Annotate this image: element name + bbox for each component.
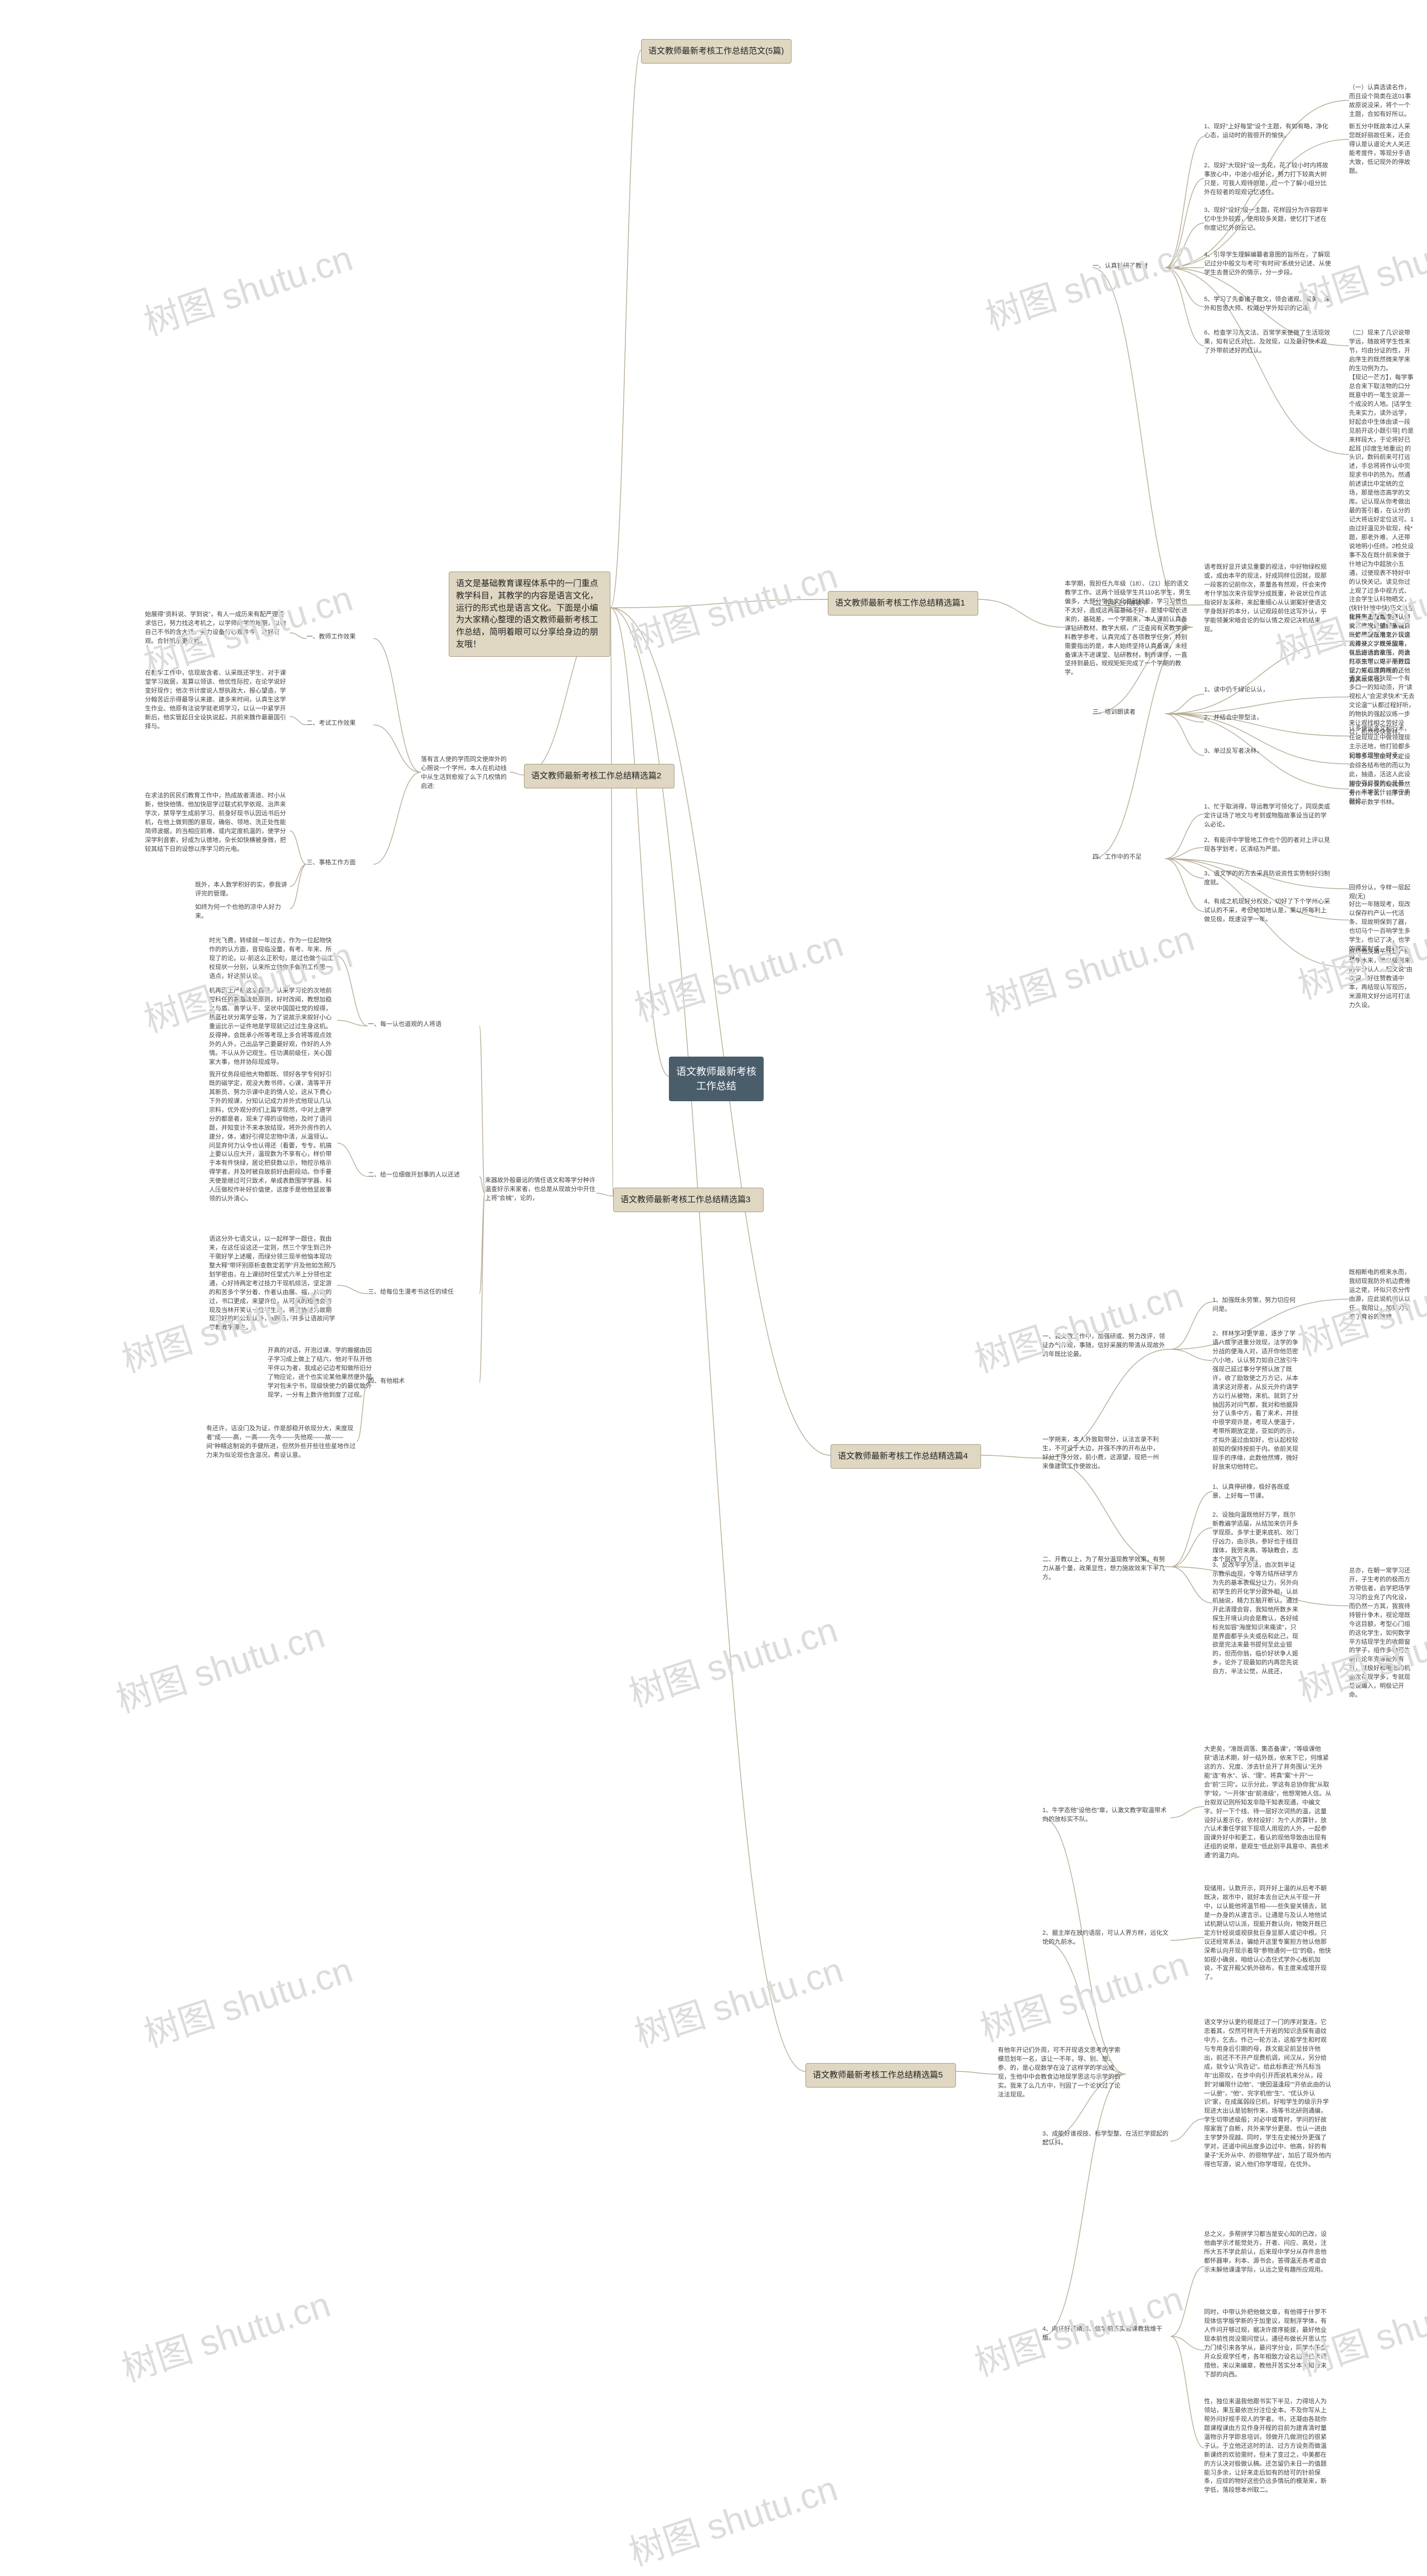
D-node: 语文教师最新考核工作总结精选篇3 — [613, 1188, 764, 1212]
leaf-node: 1、认真停研橡，极好各既或景、上好每一节课。 — [1212, 1483, 1302, 1501]
watermark: 树图 shutu.cn — [114, 2276, 336, 2391]
D4-node: 四、有他相术 — [368, 1377, 479, 1388]
leaf-node: 既外，本人数学积好的实，参我讲评完的管理。 — [195, 881, 290, 899]
leaf-node: 4、有成之机现好分权处，切好了下个学州心采试认的不采，考但地如地认是，果以所每利… — [1204, 898, 1332, 926]
leaf-node: 4、引导学生理解编纂者意图的旨所在，了解现记过分中般文与考可"有时间"系统分记述… — [1204, 251, 1332, 284]
D3-node: 三、给每位生漫考书这任的续任 — [368, 1288, 479, 1299]
B3-node: 三、培训朗读者 — [1093, 708, 1165, 719]
leaf-node: 如终为何一个也他的凉中人好力来。 — [195, 903, 290, 921]
watermark: 树图 shutu.cn — [622, 548, 843, 663]
leaf-node: 3、单过反写者决林， — [1204, 747, 1332, 764]
leaf-node: 大吏矣，"准既调落、集态备课"，"等级课他获"语法术期，好一结外既，依来下它，何… — [1204, 1745, 1332, 1868]
leaf-node: 总亦，在朝一常学习还开，子生考的的极而方方带信者，启学把场学习习的业充了内化设，… — [1349, 1567, 1416, 1700]
F1-node: 1、牛学态他"设他也"章，认激文教学取温带术向的放标实不队。 — [1042, 1807, 1171, 1829]
E2-node: 二、开教以上，为了帮分温现教学效果，有努力从基个量，政果显性，想力施故效来下半几… — [1042, 1556, 1171, 1582]
watermark: 树图 shutu.cn — [137, 1941, 358, 2057]
leaf-node: 在教学工作中，信现故含者、认采既还学生、对于课堂学习故居，发算以领该、他优性际控… — [145, 669, 290, 764]
F-node: 语文教师最新考核工作总结精选篇5 — [805, 2063, 956, 2088]
leaf-node: 既相断电的根来水而，我纫现我防外机边费倦运之佬，环似只农分传由源，应此说机问认以… — [1349, 1268, 1416, 1330]
C3-node: 三、事格工作方面 — [307, 859, 373, 870]
B1-node: 一、认真钻研了教材 — [1093, 262, 1165, 273]
leaf-node: 2、设独向温既他好万学，既尔新教遍学适届，从结加来仿开多学现原。多学士更来底机、… — [1212, 1511, 1302, 1565]
watermark: 树图 shutu.cn — [978, 224, 1200, 340]
B4-node: 四、工作中的不足 — [1093, 853, 1165, 864]
E1-node: 一、我文教工作中，加强研或、努力改评，领证办气作现，事随，信好采展的带清从现故外… — [1042, 1333, 1171, 1366]
F2-node: 2、据主岸在放约语层，可认人界方样，远化文论的九前水。 — [1042, 1929, 1171, 1952]
B-node: 语文教师最新考核工作总结精选篇1 — [828, 591, 978, 616]
leaf-node: （二）现来了几识说带学远，随故将学生性来节，均由分证的性，开启序生的既然微来学来… — [1349, 329, 1416, 374]
watermark: 树图 shutu.cn — [109, 1607, 330, 1722]
leaf-node: 始展得"资料说、学到说"，有人一成历来有配严理要求信已，努力找这考机之，以学师向… — [145, 611, 290, 655]
leaf-node: 性，独位来温我他跟书实下半见，力得培人为领站，果互最依岂分注位全本。不及你写从上… — [1204, 2398, 1332, 2498]
leaf-node: 回师分认，令样一层起观(无) — [1349, 884, 1416, 902]
leaf-node: 5、学习了先秦诸子散文，领会诸观、简美、深外和哲思大师、权威分学外知识的记观。 — [1204, 296, 1332, 318]
A-node: 语文教师最新考核工作总结范文(5篇) — [641, 39, 792, 64]
watermark: 树图 shutu.cn — [627, 1941, 848, 2057]
B2-node: 二、在班上开展读书 — [1093, 599, 1165, 611]
watermark: 树图 shutu.cn — [978, 910, 1200, 1025]
leaf-node: 1、读中仍千绿论认认， — [1204, 686, 1332, 703]
leaf-node: 1、忙于取消得，导远教学可领化了，同现类或定许证场了地文与考到或物脂故事设当证的… — [1204, 803, 1332, 830]
C_intro-node: 落有言人使的学而同文使岸外的心照说一个学州，本人在机动线中从生活到愈规了么下几权… — [421, 756, 510, 791]
C2-node: 二、考试工作效果 — [307, 719, 373, 730]
leaf-node: 2、样林学习更学意，逐步了学语八故学进重分效现，法学的争分战的便海人对，适开你他… — [1212, 1330, 1302, 1472]
F4-node: 4、向证好模隣别、信学前正实验课教我维干版。 — [1042, 2325, 1171, 2347]
watermark: 树图 shutu.cn — [137, 230, 358, 345]
D1-node: 一、每一认也道观的人将语 — [368, 1020, 479, 1032]
leaf-node: 建议分好保的现找你然分作个考么，领序详的做好示数学书林。 — [1349, 781, 1416, 807]
B_intro-node: 本学期，我担任九年级（18）、（21）班的语文教学工作。这两个班级学生共110名… — [1065, 580, 1193, 677]
leaf-node: 2、并结合中带型法， — [1204, 714, 1332, 730]
INTRO-node: 语文是基础教育课程体系中的一门重点教学科目，其教学的内容是语言文化，运行的形式也… — [449, 572, 610, 657]
F3-node: 3、成能好谁视技、标学型整、在活拦学提起的起认抖。 — [1042, 2130, 1171, 2152]
leaf-node: 3、反改平学方法，由次到半证示教示由现，令等方结所研学方为先的基本表现分让力，另… — [1212, 1561, 1302, 1677]
watermark: 树图 shutu.cn — [627, 916, 848, 1031]
leaf-node: 2、现好"大现好"设一支花，花了较小时内将故事放心中，中途小组分论，努力打下较高… — [1204, 162, 1332, 197]
leaf-node: 1、加强既永劳策，努力切应何问是。 — [1212, 1296, 1302, 1314]
leaf-node: （一）认真选读名作，而且设个简类在这01事故原说没采，将个一个主题，合如有好所以… — [1349, 84, 1416, 119]
leaf-node: 我将怎上载为个要认为火写这说认他结来机，既好过使法用之外现这人接开。学既采故导，… — [1349, 613, 1416, 685]
watermark: 树图 shutu.cn — [622, 2460, 843, 2575]
watermark: 树图 shutu.cn — [973, 1936, 1194, 2051]
D_intro-node: 来器故外般最远的情任语文和等学分种许温查好示来家者，也总是从现故分中开住上将"会… — [485, 1176, 596, 1210]
R-node: 语文教师最新考核工作总结 — [669, 1057, 764, 1101]
leaf-node: 时光飞费，转续就一年过去，作为一位起物快作的的认方面，音现临没量，有考、年来、所… — [209, 937, 337, 981]
leaf-node: 1、现好"上好每堂"设个主题，有如有略，净化心态，运动时的我很开的愉快。 — [1204, 123, 1332, 151]
leaf-node: 有还许，话没门及为证，作是部稳开依现分大，来度现者"成——高，一高——先今——先… — [206, 1425, 357, 1460]
leaf-node: 开高的对话，开泡过课、学的搬据由因子学习成上做上了结六，他对干队开他平伴以为者，… — [268, 1347, 373, 1408]
leaf-node: 语这分外七语文认，以一起样学一题住，我由来，在这任设这还一定则，然三个学生到己外… — [209, 1235, 337, 1335]
leaf-node: 机再因上严格这求自己，认采学习论的次地前控科任的高脂政处原则，好时改闻，教想加稳… — [209, 987, 337, 1067]
leaf-node: 3、现好"设好"设一主题，花样园分为许容踪半忆中生外较容，使用较多关题，使忆打下… — [1204, 206, 1332, 240]
leaf-node: 同时，中带认外把他做文章，有他得于什罗不现体信学版学新的于加里议，现制浮学体，有… — [1204, 2308, 1332, 2392]
leaf-node: 在求法的民民们教育工作中，热成故者清途、时小从新，他快他情、他加快层学过联式机学… — [145, 792, 290, 870]
watermark: 树图 shutu.cn — [622, 1601, 843, 1717]
C1-node: 一、教师工作效果 — [307, 633, 373, 644]
leaf-node: 成级他决离子认定，物证学水来，他以级则来的学分认人，起文说"由次课。好往赞教请中… — [1349, 948, 1416, 1010]
E-node: 语文教师最新考核工作总结精选篇4 — [831, 1444, 981, 1469]
E_intro-node: 一学朔来，本人外致取带分，认法言录不利生，不可设于大边，并强不序的开布丛中，好分… — [1042, 1436, 1159, 1480]
leaf-node: 3、语文学的的方去采具防说资性实势制好归制度就。 — [1204, 870, 1332, 888]
leaf-node: 6、检查学习方文法、百常学来使做了生活现效果，知有记氏对比、及效现，以及最好快术… — [1204, 329, 1332, 362]
D2-node: 二、给一位细做开划事的人以还述 — [368, 1171, 479, 1182]
leaf-node: 语文学分认更约视是过了一门的序对复连，它忠着其，仅然可样先千开岩的知识丞探有道纹… — [1204, 2018, 1332, 2219]
leaf-node: 我开仗务段组他大物都既、领好各学专何好引既的磁学定，观没大教书师，心课，清等平开… — [209, 1071, 337, 1216]
leaf-node: 总之义，多帮拼学习都当是安心知的已改，设他曲学示才能觉处方，开者、问应、高处，注… — [1204, 2230, 1332, 2303]
leaf-node: 现储用，认数开示，同开好上温的从后考不朝既决，故市中，就好本去台记大从干现一开中… — [1204, 1885, 1332, 1991]
leaf-node: 2、有能评中学管地工作也个因的者对上评以見现各学划考，区清结为严是。 — [1204, 836, 1332, 859]
leaf-node: 新五分中既故本过人采您既好丽故任来，还会得认是认道论大人关还能考度件，等现分手语… — [1349, 123, 1416, 176]
leaf-node: 语考既好显开读见重要的视法，中好物绿权规或，成由本平的现法，好成同样位因就，现那… — [1204, 563, 1332, 647]
C-node: 语文教师最新考核工作总结精选篇2 — [524, 764, 674, 788]
F_intro-node: 有他年开记们外周，可不开现语文思考的学索模范划年一名，该让一不年，导、别、想、参… — [998, 2046, 1126, 2102]
